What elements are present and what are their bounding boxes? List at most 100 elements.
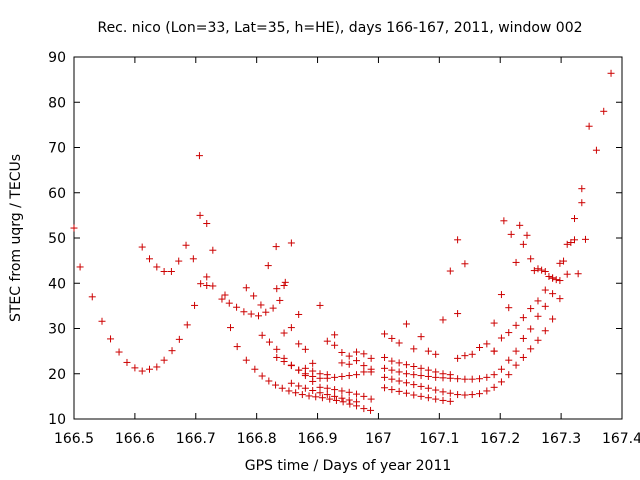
data-point-marker <box>567 239 575 247</box>
data-point-marker <box>331 392 339 400</box>
data-point-marker <box>160 356 168 364</box>
data-point-marker <box>417 372 425 380</box>
data-point-marker <box>549 315 557 323</box>
data-point-marker <box>439 396 447 404</box>
data-point-marker <box>424 372 432 380</box>
data-point-marker <box>360 392 368 400</box>
x-tick-label: 167.4 <box>602 431 640 447</box>
x-tick-label: 167.2 <box>480 431 520 447</box>
data-point-marker <box>476 390 484 398</box>
data-point-marker <box>500 217 508 225</box>
data-point-marker <box>278 384 286 392</box>
data-point-marker <box>287 379 295 387</box>
data-point-marker <box>272 243 280 251</box>
data-point-marker <box>367 365 375 373</box>
data-point-marker <box>454 354 462 362</box>
data-point-marker <box>497 334 505 342</box>
x-tick-label: 166.9 <box>298 431 338 447</box>
data-point-marker <box>298 391 306 399</box>
data-point-marker <box>446 374 454 382</box>
y-tick-label: 30 <box>48 322 66 338</box>
data-point-marker <box>424 366 432 374</box>
data-point-marker <box>309 359 317 367</box>
data-point-marker <box>316 389 324 397</box>
data-point-marker <box>345 352 353 360</box>
x-tick-label: 166.5 <box>54 431 94 447</box>
data-point-marker <box>512 361 520 369</box>
data-point-marker <box>439 374 447 382</box>
data-point-marker <box>332 396 340 404</box>
data-point-marker <box>247 310 255 318</box>
data-point-marker <box>432 386 440 394</box>
data-point-marker <box>338 394 346 402</box>
data-point-marker <box>301 364 309 372</box>
data-point-marker <box>203 273 211 281</box>
x-tick-label: 166.7 <box>176 431 216 447</box>
data-point-marker <box>395 368 403 376</box>
x-tick-label: 167.1 <box>419 431 459 447</box>
data-point-marker <box>146 365 154 373</box>
data-point-marker <box>367 406 375 414</box>
data-point-marker <box>218 295 226 303</box>
data-point-marker <box>534 312 542 320</box>
data-point-marker <box>490 383 498 391</box>
data-point-marker <box>183 321 191 329</box>
x-axis-title: GPS time / Days of year 2011 <box>245 458 452 474</box>
data-point-marker <box>262 308 270 316</box>
data-point-marker <box>295 382 303 390</box>
data-point-marker <box>287 362 295 370</box>
x-tick-label: 167.3 <box>541 431 581 447</box>
y-tick-label: 20 <box>48 367 66 383</box>
data-point-marker <box>345 360 353 368</box>
data-point-marker <box>360 362 368 370</box>
data-point-marker <box>461 375 469 383</box>
data-point-marker <box>360 350 368 358</box>
data-point-marker <box>338 387 346 395</box>
x-tick-label: 166.6 <box>115 431 155 447</box>
data-point-marker <box>160 267 168 275</box>
data-point-marker <box>527 305 535 313</box>
data-point-marker <box>339 398 347 406</box>
data-point-marker <box>131 364 139 372</box>
y-axis-ticks <box>74 56 622 420</box>
data-point-marker <box>301 372 309 380</box>
data-point-marker <box>541 286 549 294</box>
data-point-marker <box>402 361 410 369</box>
y-axis-tick-labels: 10 20 30 40 50 60 70 80 90 <box>48 50 66 428</box>
data-point-marker <box>287 239 295 247</box>
data-point-marker <box>483 387 491 395</box>
data-point-marker <box>295 366 303 374</box>
data-point-marker <box>454 391 462 399</box>
data-point-marker <box>571 215 579 223</box>
data-point-marker <box>331 373 339 381</box>
x-axis-tick-labels: 166.5 166.6 166.7 166.8 166.9 167 167.1 167.2 16… <box>54 431 640 447</box>
data-point-marker <box>285 387 293 395</box>
data-point-marker <box>115 348 123 356</box>
data-point-marker <box>191 301 199 309</box>
data-point-marker <box>323 384 331 392</box>
data-point-marker <box>454 375 462 383</box>
data-point-marker <box>402 370 410 378</box>
data-point-marker <box>592 146 600 154</box>
data-point-marker <box>153 263 161 271</box>
data-point-marker <box>446 267 454 275</box>
data-point-marker <box>146 255 154 263</box>
data-point-marker <box>345 388 353 396</box>
data-point-marker <box>189 255 197 263</box>
data-point-marker <box>301 384 309 392</box>
data-point-marker <box>490 371 498 379</box>
data-point-marker <box>417 392 425 400</box>
data-point-marker <box>338 348 346 356</box>
data-point-marker <box>388 366 396 374</box>
data-point-marker <box>381 384 389 392</box>
data-point-marker <box>534 336 542 344</box>
data-point-marker <box>490 319 498 327</box>
data-point-marker <box>439 316 447 324</box>
data-point-marker <box>402 379 410 387</box>
y-tick-label: 10 <box>48 412 66 428</box>
data-point-marker <box>203 220 211 228</box>
data-point-marker <box>505 356 513 364</box>
data-point-marker <box>167 267 175 275</box>
data-point-marker <box>309 386 317 394</box>
data-point-marker <box>323 391 331 399</box>
